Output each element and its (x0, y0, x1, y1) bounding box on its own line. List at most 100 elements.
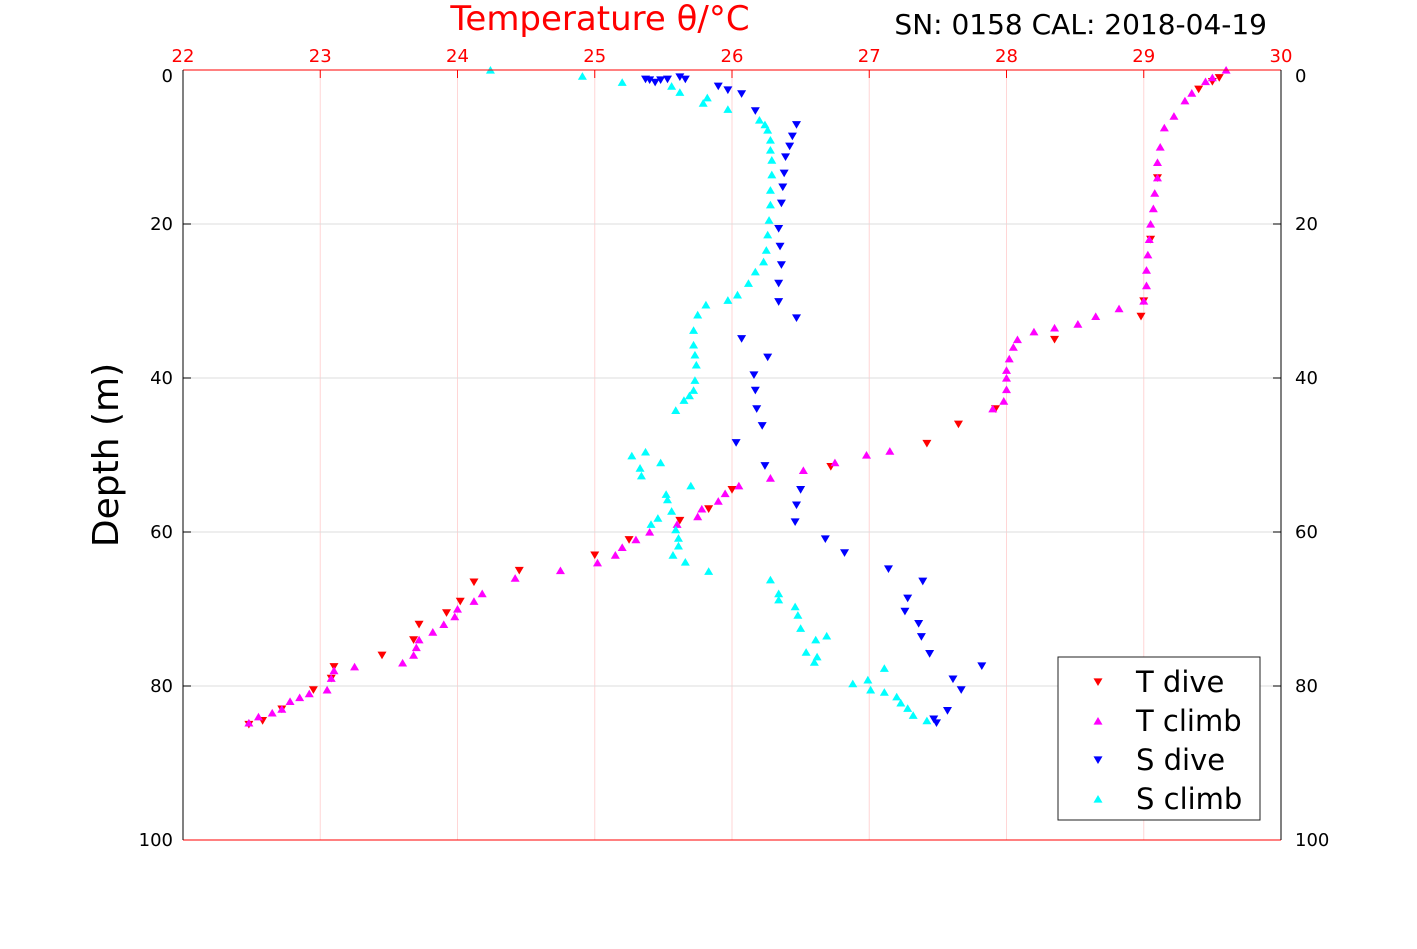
s-dive-point (820, 535, 830, 543)
s-climb-point (668, 551, 678, 559)
s-dive-point (903, 594, 913, 603)
s-dive-point (840, 549, 850, 557)
s-climb-point (759, 257, 769, 266)
s-climb-point (656, 458, 666, 467)
t-climb-point (326, 674, 336, 682)
s-dive-point (776, 199, 786, 208)
t-climb-point (1114, 304, 1124, 313)
t-climb-point (244, 718, 254, 727)
t-climb-point (1169, 112, 1179, 120)
s-climb-point (892, 692, 902, 701)
s-dive-point (942, 707, 952, 715)
t-climb-point (765, 474, 775, 482)
s-dive-point (763, 353, 773, 362)
s-climb-point (691, 360, 701, 369)
s-climb-point (667, 82, 677, 90)
t-dive-point (409, 636, 419, 644)
y-tick-label-right: 100 (1295, 830, 1329, 851)
s-climb-point (809, 658, 819, 666)
data-points (244, 65, 1231, 729)
s-climb-point (689, 386, 699, 394)
s-dive-point (977, 662, 987, 671)
s-dive-point (785, 142, 795, 151)
t-climb-point (450, 612, 460, 621)
t-climb-point (1144, 235, 1154, 243)
s-climb-point (680, 557, 690, 566)
t-climb-point (1180, 96, 1190, 105)
t-climb-point (1187, 89, 1197, 97)
s-climb-point (667, 507, 677, 515)
s-climb-point (765, 186, 775, 194)
s-dive-point (779, 169, 789, 178)
s-dive-point (737, 335, 747, 343)
t-climb-point (1073, 320, 1083, 328)
t-dive-point (442, 609, 452, 617)
t-climb-point (1002, 373, 1011, 382)
x-tick-label: 22 (172, 46, 195, 67)
t-climb-point (304, 689, 314, 698)
s-climb-point (704, 567, 714, 575)
t-climb-point (1012, 335, 1022, 344)
s-climb-point (763, 126, 773, 134)
t-dive-point (1194, 85, 1204, 94)
t-climb-point (1159, 123, 1169, 132)
t-climb-point (253, 712, 263, 721)
t-climb-point (428, 628, 438, 636)
t-climb-point (1155, 142, 1165, 151)
s-climb-point (690, 350, 700, 359)
t-climb-point (1008, 343, 1018, 351)
t-climb-point (617, 543, 627, 551)
t-dive-point (1136, 312, 1146, 321)
s-dive-point (792, 314, 802, 322)
s-dive-point (750, 107, 760, 115)
s-climb-point (743, 279, 753, 287)
s-dive-point (776, 261, 786, 269)
s-climb-point (662, 495, 672, 504)
t-climb-point (350, 662, 360, 671)
y-tick-label-right: 0 (1295, 66, 1306, 87)
s-climb-point (774, 589, 784, 598)
legend-label: T climb (1135, 704, 1242, 738)
s-climb-point (763, 230, 773, 239)
t-climb-point (1050, 323, 1060, 332)
t-climb-point (830, 458, 840, 467)
t-climb-point (1141, 281, 1151, 290)
legend-marker-icon (1093, 716, 1103, 725)
t-climb-point (610, 551, 620, 559)
t-climb-point (1152, 158, 1162, 166)
s-dive-point (790, 518, 800, 527)
s-dive-point (792, 501, 802, 510)
s-climb-point (671, 406, 681, 414)
s-dive-point (650, 78, 660, 87)
s-climb-point (822, 631, 832, 640)
s-climb-point (689, 326, 699, 334)
t-dive-point (675, 516, 685, 525)
s-dive-point (760, 462, 770, 470)
y-tick-label-right: 80 (1295, 676, 1318, 697)
s-dive-point (914, 620, 924, 628)
t-climb-point (592, 558, 602, 567)
s-dive-point (750, 386, 760, 395)
s-climb-point (635, 464, 645, 472)
s-climb-point (732, 290, 742, 299)
s-climb-point (863, 675, 873, 684)
x-tick-label: 30 (1270, 46, 1293, 67)
s-climb-point (793, 611, 803, 619)
s-dive-point (900, 607, 910, 616)
t-climb-point (277, 705, 287, 713)
x-tick-label: 23 (309, 46, 332, 67)
s-climb-point (767, 170, 777, 179)
s-climb-point (698, 99, 708, 107)
s-dive-point (675, 73, 685, 81)
y-axis-label: Depth (m) (86, 363, 127, 547)
s-climb-point (671, 525, 681, 534)
s-dive-point (916, 633, 926, 641)
s-climb-point (922, 716, 932, 725)
t-climb-point (1091, 312, 1101, 320)
s-climb-point (679, 396, 689, 404)
s-climb-point (617, 78, 627, 86)
s-dive-point (956, 686, 966, 694)
y-tick-label-left: 80 (150, 676, 173, 697)
t-climb-point (693, 512, 703, 521)
